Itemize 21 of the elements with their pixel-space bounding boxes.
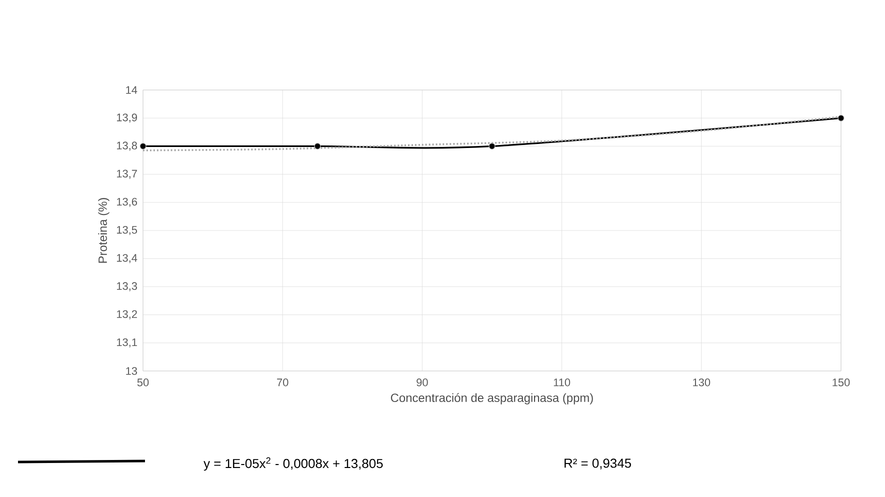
y-tick-label: 13,6 [116,198,138,207]
y-tick-label: 13,3 [116,282,138,292]
y-tick-label: 13,7 [116,170,137,179]
x-tick-label: 90 [416,378,428,386]
y-tick-label: 13,8 [116,142,138,151]
x-tick-label: 50 [137,378,149,386]
x-tick-label: 70 [277,378,288,386]
y-axis-title: Proteina (%) [98,198,110,263]
y-tick-label: 13,9 [116,114,137,123]
y-tick-label: 14 [126,86,138,94]
y-tick-label: 13,1 [116,338,137,348]
x-tick-label: 110 [554,378,570,386]
y-tick-label: 13,2 [116,310,137,320]
y-tick-label: 13,4 [116,254,138,264]
x-tick-label: 150 [832,378,850,386]
text: R² = 0,9345 [564,458,631,470]
y-tick-label: 13,5 [116,226,138,236]
x-axis-title: Concentración de asparaginasa (ppm) [390,393,593,404]
x-tick-label: 130 [693,378,710,386]
text: y = 1E-05x$^{2}$ - 0,0008x + 13,805 [204,457,383,471]
y-tick-label: 13 [126,367,138,375]
